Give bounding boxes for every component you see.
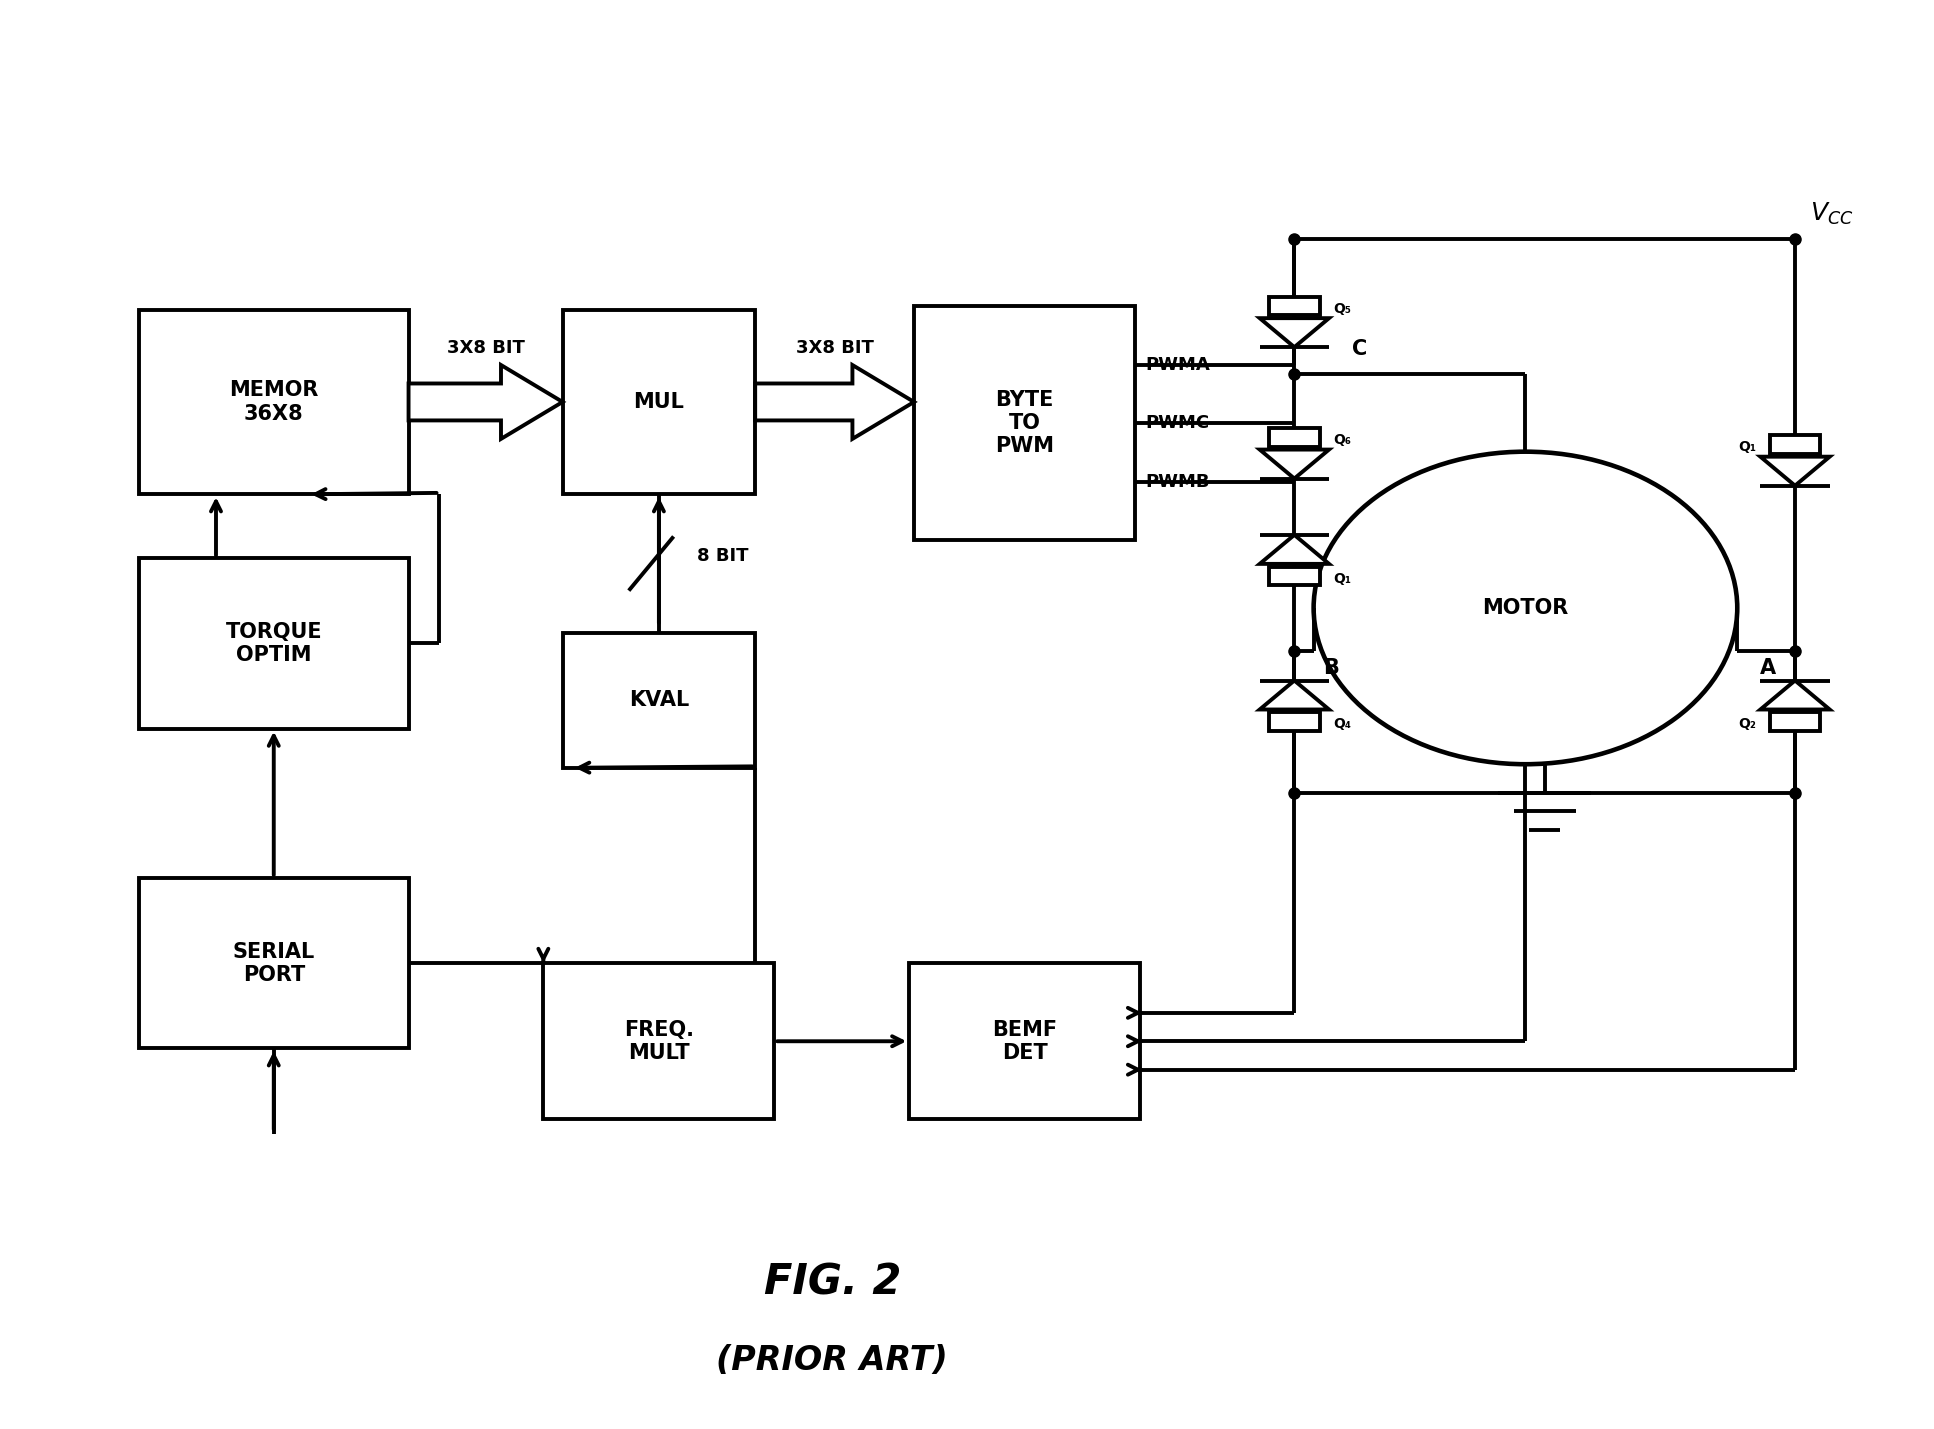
Text: $V_{CC}$: $V_{CC}$	[1810, 201, 1855, 227]
Text: Q₁: Q₁	[1739, 440, 1756, 454]
Text: B: B	[1323, 657, 1338, 677]
Text: MOTOR: MOTOR	[1481, 597, 1568, 617]
Text: BEMF
DET: BEMF DET	[992, 1020, 1058, 1063]
FancyBboxPatch shape	[563, 633, 754, 767]
Text: C: C	[1352, 339, 1367, 359]
FancyBboxPatch shape	[563, 310, 754, 494]
Text: Q₄: Q₄	[1333, 717, 1352, 732]
Text: BYTE
TO
PWM: BYTE TO PWM	[996, 390, 1054, 456]
Text: 3X8 BIT: 3X8 BIT	[447, 339, 524, 357]
Polygon shape	[1259, 680, 1329, 710]
FancyBboxPatch shape	[139, 310, 408, 494]
Text: Q₂: Q₂	[1739, 717, 1756, 732]
FancyBboxPatch shape	[1269, 567, 1319, 586]
Polygon shape	[1760, 457, 1830, 486]
Text: PWMB: PWMB	[1145, 473, 1209, 492]
FancyBboxPatch shape	[1770, 712, 1820, 732]
Polygon shape	[1259, 450, 1329, 479]
Polygon shape	[1760, 680, 1830, 710]
FancyBboxPatch shape	[1269, 429, 1319, 447]
Text: MEMOR
36X8: MEMOR 36X8	[228, 380, 319, 423]
Polygon shape	[1259, 534, 1329, 564]
FancyBboxPatch shape	[139, 559, 408, 729]
Text: A: A	[1760, 657, 1775, 677]
Polygon shape	[1259, 319, 1329, 347]
FancyBboxPatch shape	[915, 306, 1135, 540]
FancyBboxPatch shape	[909, 963, 1141, 1119]
Text: FIG. 2: FIG. 2	[764, 1262, 901, 1303]
FancyBboxPatch shape	[543, 963, 774, 1119]
FancyBboxPatch shape	[1269, 712, 1319, 732]
Text: MUL: MUL	[634, 392, 685, 412]
Text: 3X8 BIT: 3X8 BIT	[795, 339, 874, 357]
Text: PWMA: PWMA	[1145, 356, 1211, 373]
Text: TORQUE
OPTIM: TORQUE OPTIM	[226, 622, 323, 664]
Polygon shape	[408, 364, 563, 439]
FancyBboxPatch shape	[1269, 297, 1319, 316]
Text: Q₁: Q₁	[1333, 572, 1352, 586]
Text: PWMC: PWMC	[1145, 414, 1209, 432]
Text: (PRIOR ART): (PRIOR ART)	[716, 1345, 948, 1378]
Text: Q₅: Q₅	[1333, 302, 1352, 316]
FancyBboxPatch shape	[1770, 436, 1820, 454]
Text: FREQ.
MULT: FREQ. MULT	[625, 1020, 694, 1063]
Text: Q₆: Q₆	[1333, 433, 1352, 447]
FancyBboxPatch shape	[139, 877, 408, 1049]
Text: 8 BIT: 8 BIT	[698, 547, 748, 566]
Text: SERIAL
PORT: SERIAL PORT	[232, 942, 315, 985]
Text: KVAL: KVAL	[629, 690, 689, 710]
Polygon shape	[754, 364, 915, 439]
